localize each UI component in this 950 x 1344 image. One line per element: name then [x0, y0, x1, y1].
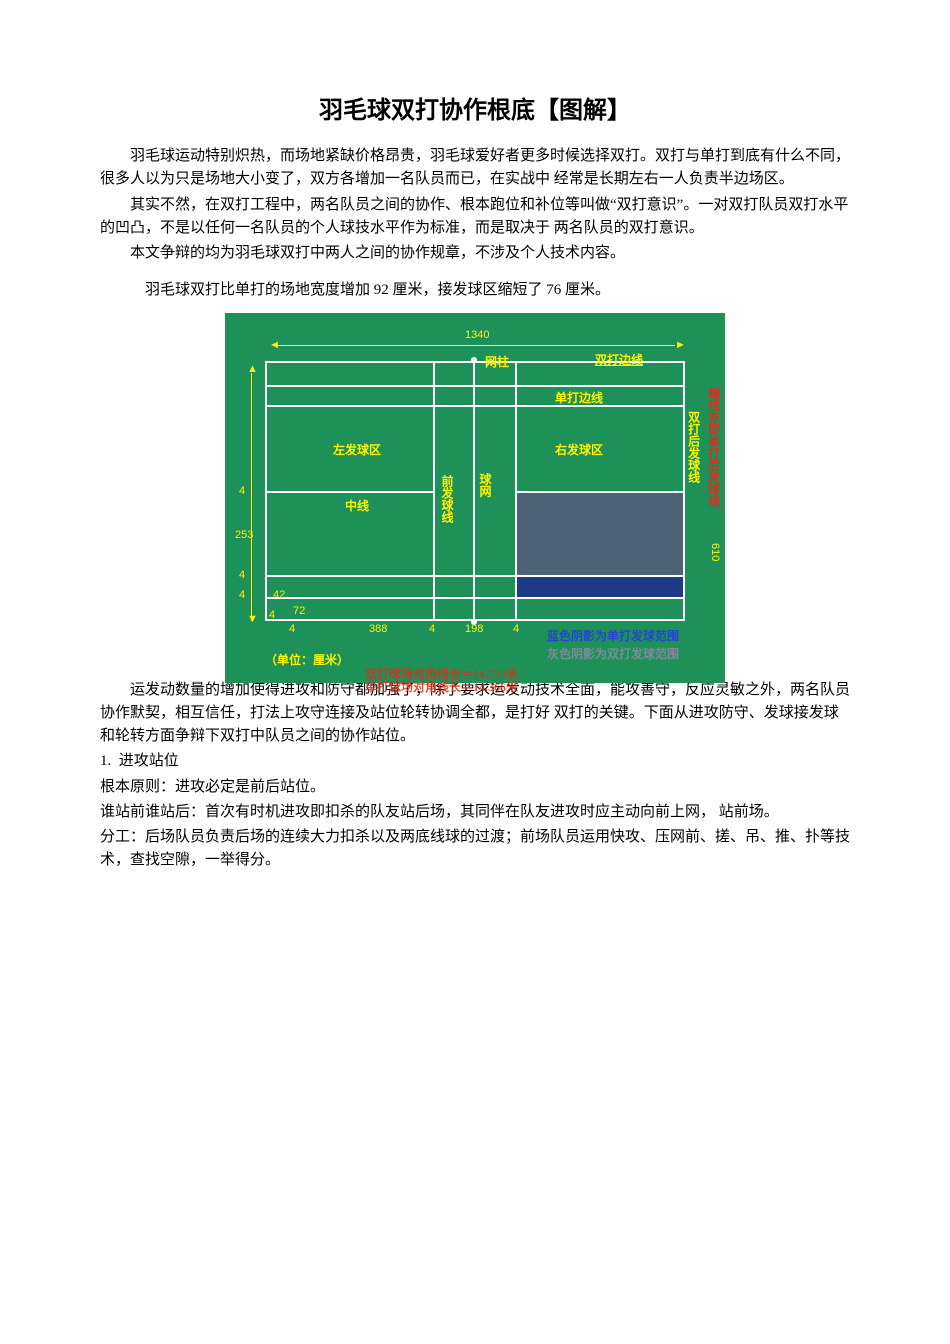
dim-4g: 4: [513, 623, 519, 635]
dim-4d: 4: [269, 609, 275, 621]
front-service-label: 前发球线: [439, 475, 456, 523]
dim-line-left: [251, 373, 252, 621]
dim-line-top: [277, 345, 675, 346]
paragraph-3: 本文争辩的均为羽毛球双打中两人之间的协作规章，不涉及个人技术内容。: [100, 242, 850, 265]
paragraph-2: 其实不然，在双打工程中，两名队员之间的协作、根本跑位和补位等叫做“双打意识”。一…: [100, 194, 850, 241]
dim-4e: 4: [289, 623, 295, 635]
dim-4b: 4: [239, 569, 245, 581]
section-1-line-3: 分工：后场队员负责后场的连续大力扣杀以及两底线球的过渡；前场队员运用快攻、压网前…: [100, 826, 850, 873]
back-service-label: 双打后发球线: [687, 411, 700, 483]
dim-72: 72: [293, 605, 305, 617]
arrow-left-up: ▲: [247, 363, 258, 375]
singles-sideline-bottom: [265, 597, 685, 599]
legend-blue: 蓝色阴影为单打发球范围: [547, 627, 679, 644]
dim-610: 610: [709, 543, 721, 561]
arrow-left-dn: ▼: [247, 613, 258, 625]
paragraph-4: 羽毛球双打比单打的场地宽度增加 92 厘米，接发球区缩短了 76 厘米。: [100, 279, 850, 302]
net-post-top: [471, 357, 477, 363]
legend-gray: 灰色阴影为双打发球范围: [547, 645, 679, 662]
center-line-right: [515, 491, 685, 493]
section-1-heading: 1. 进攻站位: [100, 750, 850, 773]
section-1-num: 1.: [100, 753, 111, 769]
end-line-label: 端线亦即单打后发球线: [707, 387, 720, 507]
dim-4f: 4: [429, 623, 435, 635]
dim-4c: 4: [239, 589, 245, 601]
dim-42: 42: [273, 589, 285, 601]
section-1-line-2: 谁站前谁站后：首次有时机进攻即扣杀的队友站后场，其同伴在队友进攻时应主动向前上网…: [100, 801, 850, 824]
section-1-title: 进攻站位: [119, 753, 179, 769]
section-1-line-1: 根本原则：进攻必定是前后站位。: [100, 776, 850, 799]
unit-label: （单位：厘米）: [265, 651, 349, 668]
dim-198: 198: [465, 623, 483, 635]
right-serve-label: 右发球区: [555, 441, 603, 458]
doubles-sideline-label: 双打边线: [595, 351, 643, 368]
arrow-width-r: ►: [675, 339, 686, 351]
dim-388: 388: [369, 623, 387, 635]
back-service-line-top: [265, 405, 685, 407]
left-serve-label: 左发球区: [333, 441, 381, 458]
net-line: [473, 361, 475, 621]
page-title: 羽毛球双打协作根底【图解】: [100, 90, 850, 125]
net-post-label: 网柱: [485, 353, 509, 370]
singles-sideline-top: [265, 385, 685, 387]
center-line-label: 中线: [345, 497, 369, 514]
dim-1340: 1340: [465, 329, 489, 341]
ghost-line-2: 单打球场对角线长＝14.366米: [365, 678, 518, 695]
back-service-line-bot: [265, 575, 685, 577]
singles-sideline-label: 单打边线: [555, 389, 603, 406]
center-line-left: [265, 491, 435, 493]
net-label: 球网: [477, 473, 494, 497]
court-diagram: 1340 ◄ ► 网柱 双打边线 单打边线 左发球区 右发球区 中线 球网 前发…: [225, 313, 725, 683]
dim-4a: 4: [239, 485, 245, 497]
paragraph-1: 羽毛球运动特别炽热，而场地紧缺价格昂贵，羽毛球爱好者更多时候选择双打。双打与单打…: [100, 145, 850, 192]
